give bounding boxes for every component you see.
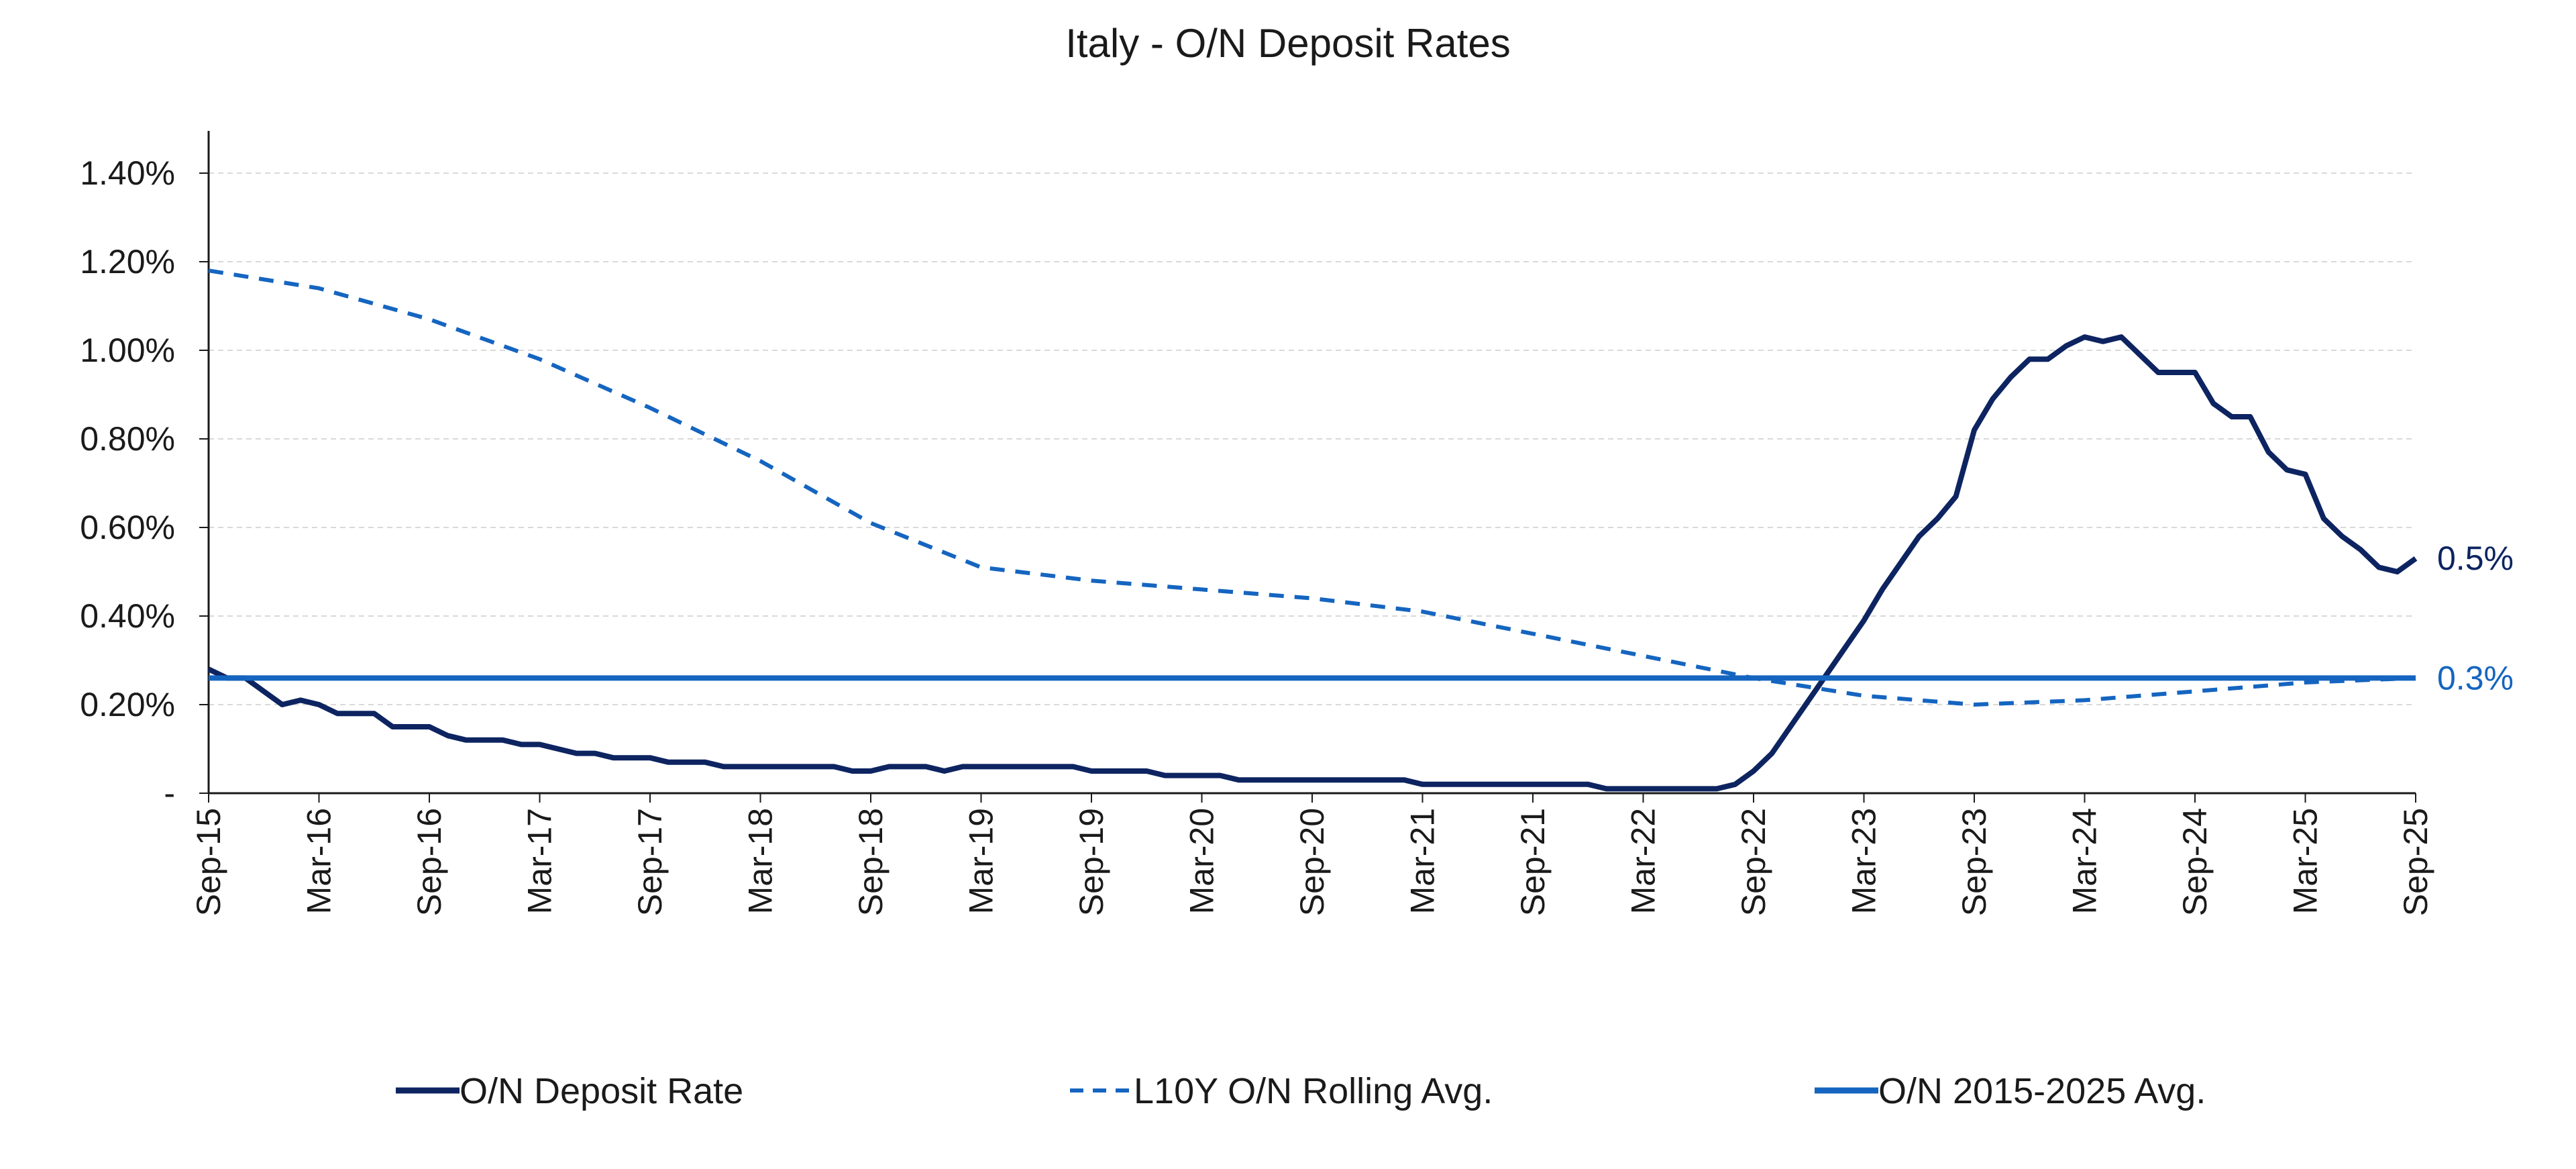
y-tick-label: 1.40% bbox=[80, 154, 175, 192]
x-tick-label: Sep-19 bbox=[1073, 808, 1110, 916]
series-line-1 bbox=[208, 268, 2416, 707]
legend-label: O/N Deposit Rate bbox=[460, 1071, 743, 1111]
x-tick-label: Mar-22 bbox=[1625, 808, 1662, 914]
x-tick-label: Mar-24 bbox=[2066, 808, 2104, 914]
x-tick-label: Sep-20 bbox=[1293, 808, 1331, 916]
x-tick-label: Mar-21 bbox=[1404, 808, 1442, 914]
series-end-label: 0.3% bbox=[2437, 659, 2514, 697]
x-tick-label: Mar-23 bbox=[1845, 808, 1883, 914]
chart-title: Italy - O/N Deposit Rates bbox=[1065, 21, 1511, 66]
legend-label: L10Y O/N Rolling Avg. bbox=[1134, 1071, 1493, 1111]
legend-label: O/N 2015-2025 Avg. bbox=[1878, 1071, 2206, 1111]
x-tick-label: Sep-15 bbox=[190, 808, 227, 916]
x-tick-label: Mar-17 bbox=[521, 808, 559, 914]
x-tick-label: Sep-16 bbox=[411, 808, 448, 916]
x-tick-label: Sep-17 bbox=[631, 808, 669, 916]
y-tick-label: 0.80% bbox=[80, 420, 175, 458]
x-tick-label: Mar-20 bbox=[1183, 808, 1221, 914]
y-tick-label: 0.20% bbox=[80, 686, 175, 723]
y-tick-label: 0.60% bbox=[80, 509, 175, 546]
y-tick-label: - bbox=[164, 774, 175, 812]
x-tick-label: Sep-24 bbox=[2176, 808, 2214, 916]
x-tick-label: Sep-25 bbox=[2397, 808, 2434, 916]
x-tick-label: Sep-21 bbox=[1514, 808, 1552, 916]
y-tick-label: 1.00% bbox=[80, 332, 175, 369]
x-tick-label: Mar-18 bbox=[742, 808, 780, 914]
x-tick-label: Sep-22 bbox=[1735, 808, 1772, 916]
x-tick-label: Sep-23 bbox=[1955, 808, 1993, 916]
x-tick-label: Mar-19 bbox=[963, 808, 1000, 914]
series-end-label: 0.5% bbox=[2437, 540, 2514, 577]
x-tick-label: Mar-16 bbox=[301, 808, 338, 914]
x-tick-label: Mar-25 bbox=[2287, 808, 2324, 914]
series-line-0 bbox=[207, 334, 2418, 792]
y-tick-label: 1.20% bbox=[80, 243, 175, 281]
x-tick-label: Sep-18 bbox=[852, 808, 890, 916]
y-tick-label: 0.40% bbox=[80, 597, 175, 635]
